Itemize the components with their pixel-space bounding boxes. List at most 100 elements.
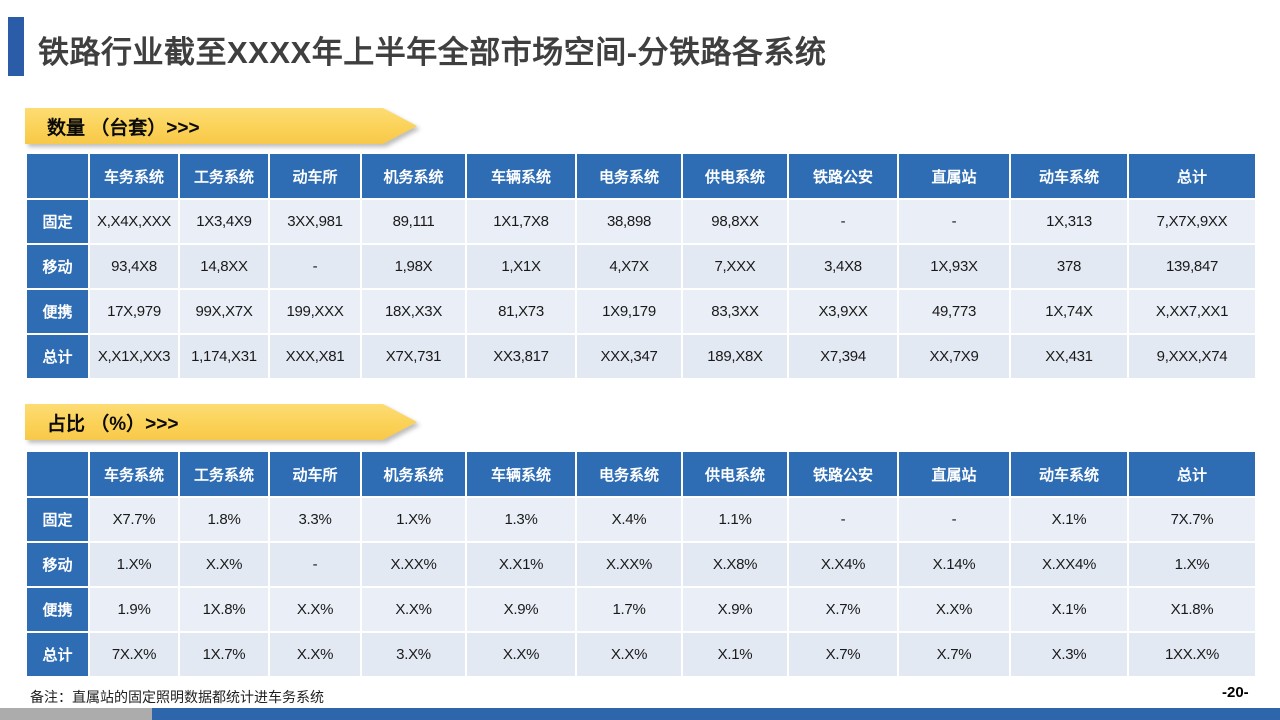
data-cell: X.4% [575,496,683,543]
column-header: 车务系统 [88,450,180,498]
data-cell: X.X% [268,631,362,678]
row-label: 固定 [25,496,90,543]
row-label: 总计 [25,333,90,380]
data-cell: 1X9,179 [575,288,683,335]
data-cell: 189,X8X [681,333,789,380]
data-cell: XXX,X81 [268,333,362,380]
data-cell: - [897,198,1011,245]
column-header: 动车所 [268,450,362,498]
row-label: 总计 [25,631,90,678]
data-cell: 7X.X% [88,631,180,678]
title-accent-bar [8,17,24,76]
data-cell: X,X4X,XXX [88,198,180,245]
data-cell: 1X,313 [1009,198,1129,245]
data-cell: 98,8XX [681,198,789,245]
data-cell: X.X% [897,586,1011,633]
data-cell: 3XX,981 [268,198,362,245]
data-cell: - [268,243,362,290]
data-cell: 1,X1X [465,243,577,290]
data-cell: 18X,X3X [360,288,467,335]
page-title: 铁路行业截至XXXX年上半年全部市场空间-分铁路各系统 [38,35,827,70]
data-cell: 1X.7% [178,631,270,678]
data-cell: 1.X% [88,541,180,588]
column-header: 车务系统 [88,152,180,200]
column-header: 供电系统 [681,450,789,498]
table-row: 移动 93,4X8 14,8XX -1,98X 1,X1X 4,X7X 7,XXX 3,4X8… [25,243,1257,290]
data-cell: X1.8% [1127,586,1257,633]
data-cell: - [787,198,899,245]
row-label: 移动 [25,243,90,290]
data-cell: X,X1X,XX3 [88,333,180,380]
column-header: 总计 [1127,450,1257,498]
percentage-banner: 占比 （%）>>> [25,404,417,440]
data-cell: 1.3% [465,496,577,543]
data-cell: - [897,496,1011,543]
column-header: 电务系统 [575,450,683,498]
table-row: 便携 1.9% 1X.8% X.X% X.X% X.9% 1.7% X.9% X.7% X.X% X… [25,586,1257,633]
data-cell: X7X,731 [360,333,467,380]
data-cell: X.7% [897,631,1011,678]
data-cell: 1,98X [360,243,467,290]
footnote: 备注：直属站的固定照明数据都统计进车务系统 [30,689,324,705]
data-cell: 1X.8% [178,586,270,633]
row-label: 固定 [25,198,90,245]
data-cell: 3.3% [268,496,362,543]
column-header: 机务系统 [360,152,467,200]
data-cell: X,XX7,XX1 [1127,288,1257,335]
page-number: -20- [1222,684,1249,701]
column-header: 动车所 [268,152,362,200]
quantity-table: 车务系统 工务系统 动车所 机务系统 车辆系统 电务系统 供电系统 铁路公安 直属站 动车系统 总计… [25,152,1257,380]
data-cell: 81,X73 [465,288,577,335]
table-row: 总计 7X.X% 1X.7% X.X% 3.X% X.X% X.X% X.1% X.7% X.7%… [25,631,1257,678]
data-cell: 1X,74X [1009,288,1129,335]
column-header: 直属站 [897,450,1011,498]
table-row: 总计 X,X1X,XX3 1,174,X31 XXX,X81 X7X,731 XX3,81… [25,333,1257,380]
data-cell: X.1% [1009,586,1129,633]
data-cell: X.7% [787,586,899,633]
data-cell: X.X% [268,586,362,633]
data-cell: - [268,541,362,588]
quantity-banner-label: 数量 （台套）>>> [47,117,200,139]
data-cell: 1,174,X31 [178,333,270,380]
quantity-banner-shape: 数量 （台套）>>> [25,108,417,144]
data-cell: X.14% [897,541,1011,588]
data-cell: X7,394 [787,333,899,380]
data-cell: X.X% [360,586,467,633]
data-cell: - [787,496,899,543]
data-cell: XXX,347 [575,333,683,380]
data-cell: 7,XXX [681,243,789,290]
row-label: 便携 [25,288,90,335]
data-cell: 1XX.X% [1127,631,1257,678]
data-cell: X.9% [465,586,577,633]
percentage-banner-shape: 占比 （%）>>> [25,404,417,440]
data-cell: 93,4X8 [88,243,180,290]
data-cell: 83,3XX [681,288,789,335]
data-cell: 199,XXX [268,288,362,335]
data-cell: 3.X% [360,631,467,678]
column-header: 机务系统 [360,450,467,498]
data-cell: X.9% [681,586,789,633]
column-header: 车辆系统 [465,152,577,200]
data-cell: 1.X% [1127,541,1257,588]
bottom-bar-blue-segment [152,708,1280,720]
data-cell: 1.9% [88,586,180,633]
data-cell: 1.X% [360,496,467,543]
table-row: 固定 X7.7% 1.8% 3.3% 1.X% 1.3% X.4% 1.1% - - X.1% 7X.… [25,496,1257,543]
data-cell: X.X4% [787,541,899,588]
percentage-banner-label: 占比 （%）>>> [47,413,179,435]
data-cell: X.XX% [575,541,683,588]
data-cell: 89,111 [360,198,467,245]
table-row: 移动 1.X% X.X% - X.XX% X.X1% X.XX% X.X8% X.X4% X.14… [25,541,1257,588]
data-cell: 1.1% [681,496,789,543]
column-header: 直属站 [897,152,1011,200]
data-cell: X.XX4% [1009,541,1129,588]
bottom-bar-gray-segment [0,708,152,720]
column-header: 工务系统 [178,450,270,498]
data-cell: X.X% [465,631,577,678]
data-cell: 99X,X7X [178,288,270,335]
data-cell: X.1% [1009,496,1129,543]
column-header: 铁路公安 [787,152,899,200]
data-cell: 1.8% [178,496,270,543]
data-cell: 1X1,7X8 [465,198,577,245]
corner-header-cell [25,450,90,498]
